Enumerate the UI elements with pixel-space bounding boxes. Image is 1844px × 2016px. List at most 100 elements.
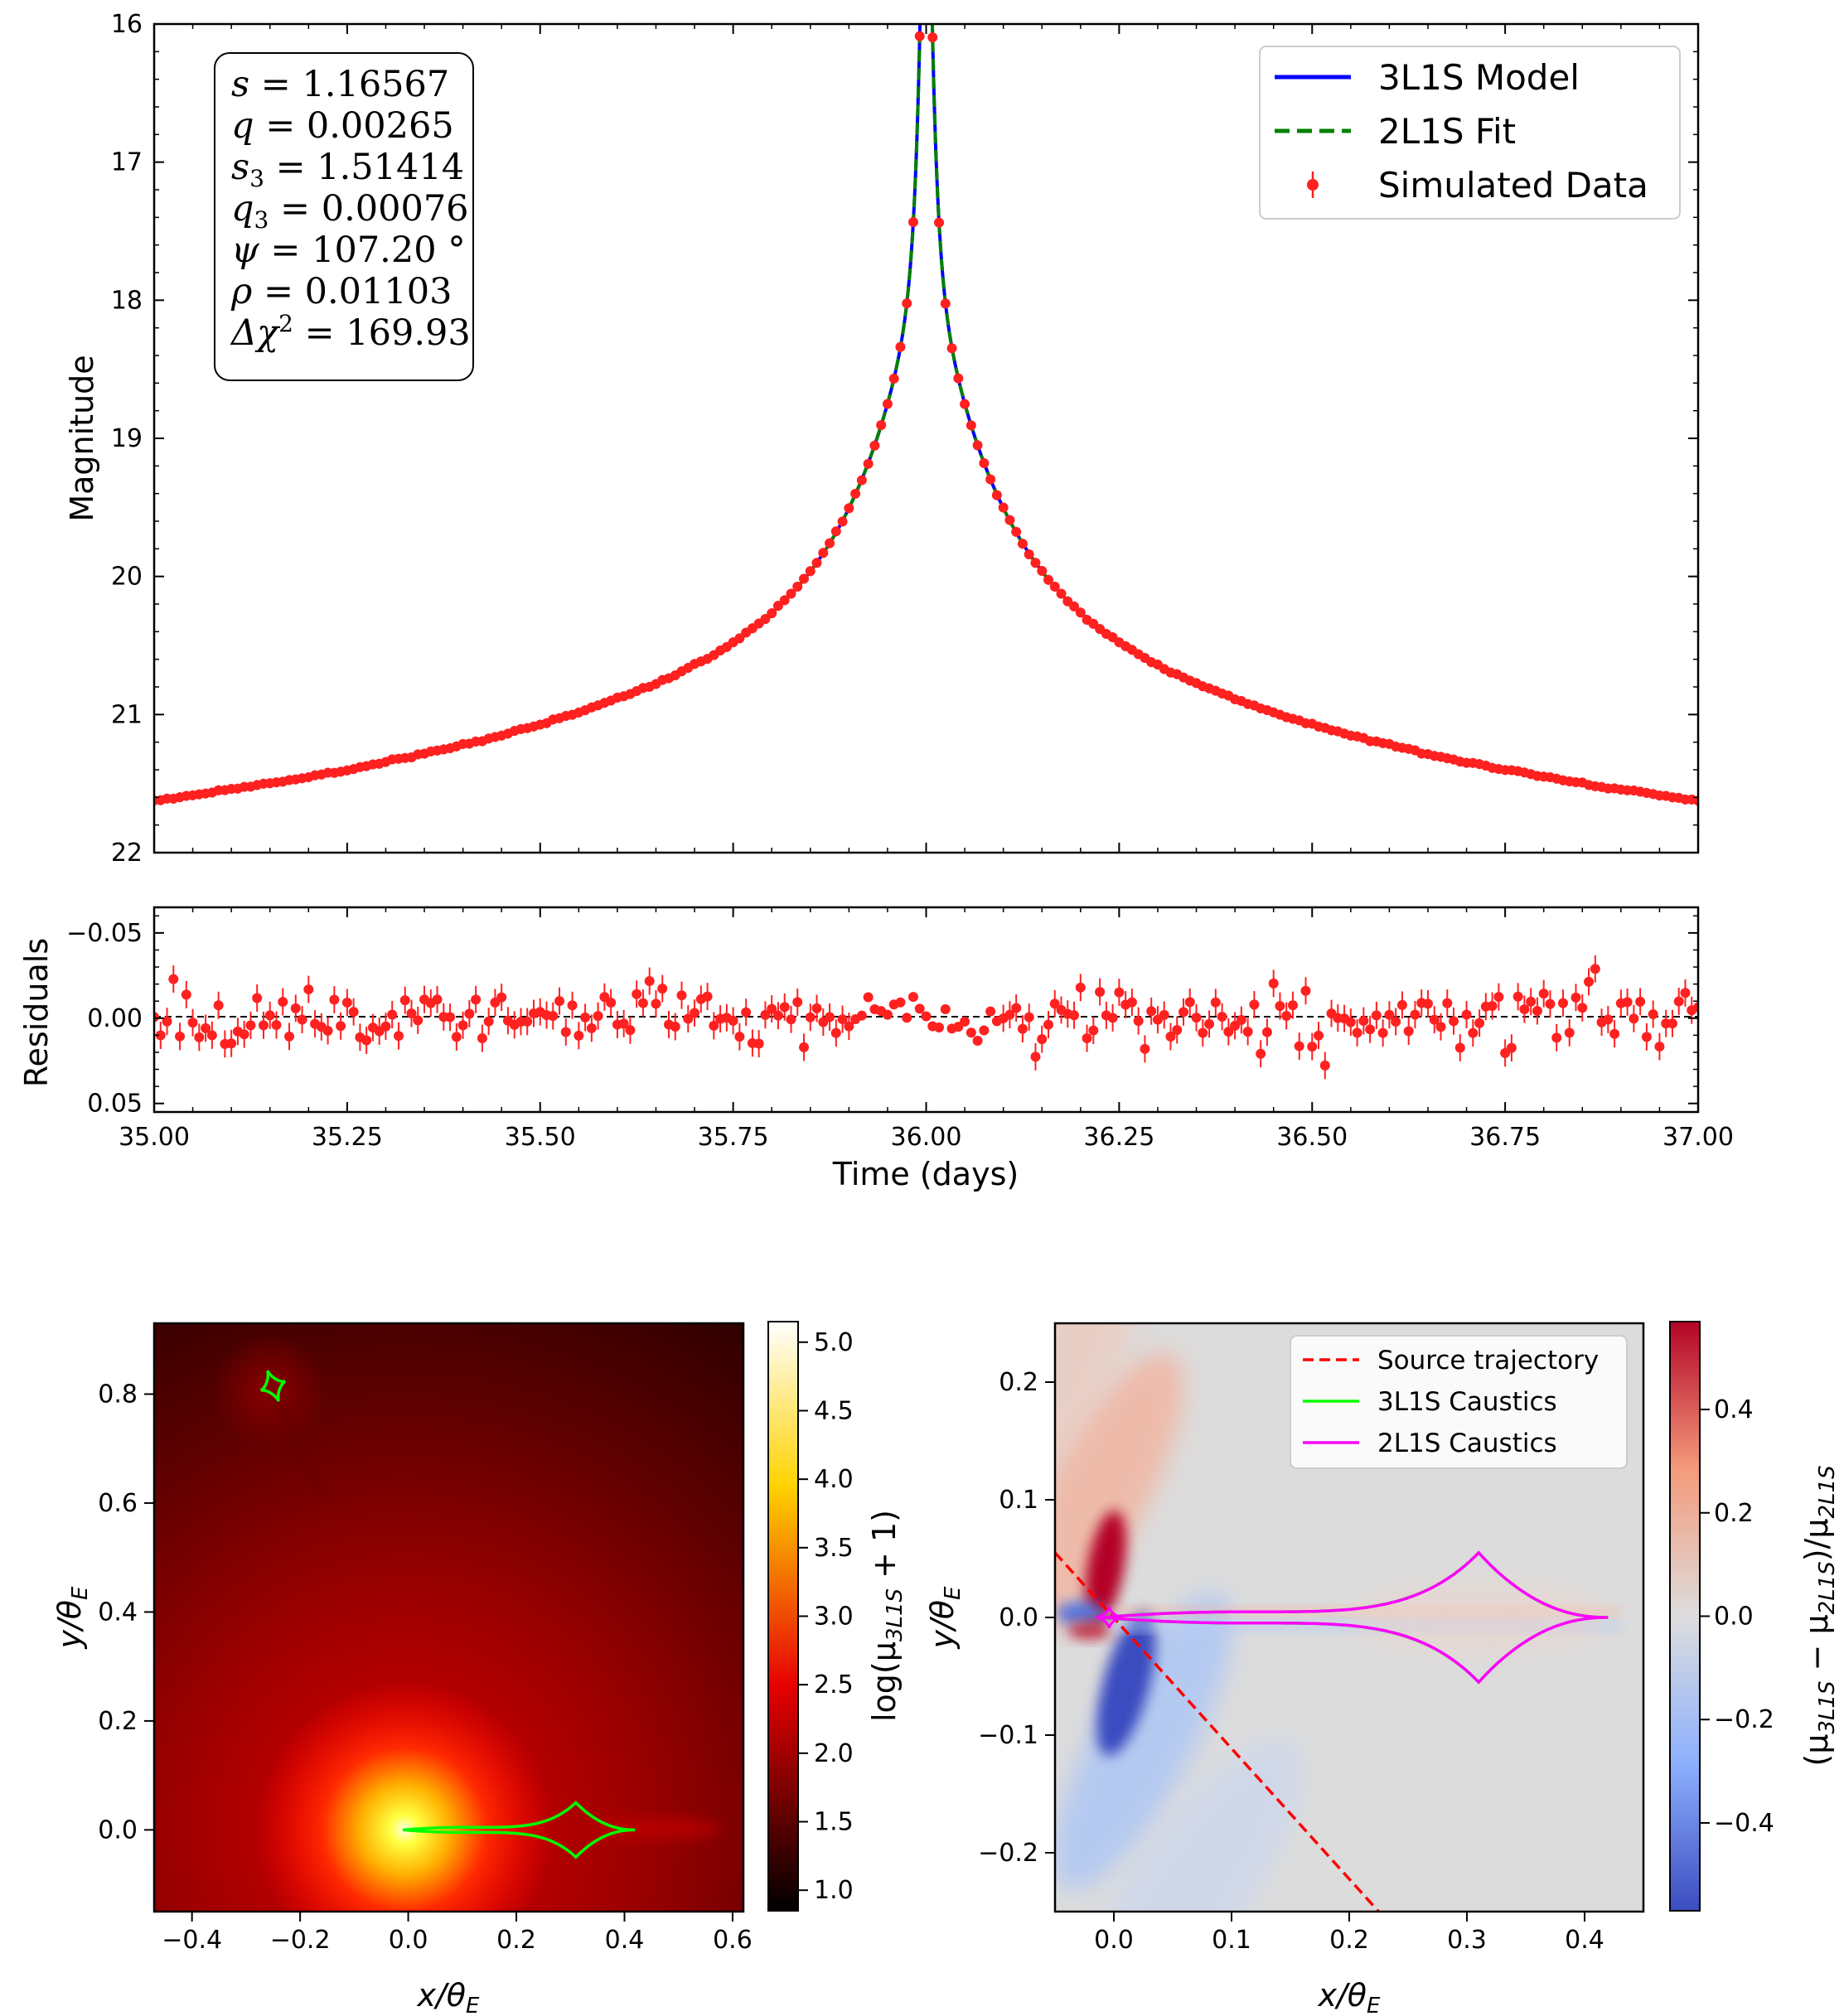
legend-3l1s-caustics: 3L1S Caustics	[1377, 1387, 1557, 1417]
data-point	[830, 526, 841, 537]
residual-point	[1667, 1018, 1677, 1029]
residual-point	[393, 1031, 404, 1042]
residual-point	[856, 1010, 867, 1021]
residual-point	[168, 974, 179, 984]
data-point	[792, 581, 803, 592]
data-point	[972, 440, 983, 451]
data-point	[799, 573, 810, 584]
data-point	[818, 548, 829, 558]
residual-point	[432, 994, 443, 1005]
residual-point	[779, 1002, 790, 1013]
magnification-colorbar-ticks: 1.0 1.5 2.0 2.5 3.0 3.5 4.0 4.5 5.0	[798, 1328, 854, 1905]
3l1s-caustics-map	[259, 1370, 636, 1859]
residual-point	[451, 1032, 462, 1042]
residual-point	[1519, 1004, 1530, 1015]
residual-point	[1396, 999, 1407, 1010]
residual-point	[825, 1012, 835, 1023]
data-point	[1017, 539, 1028, 549]
residual-point	[940, 1004, 951, 1015]
data-point	[1004, 515, 1015, 525]
residual-point	[882, 1009, 893, 1020]
planetary-caustic	[402, 1801, 636, 1859]
magnification-map-panel: −0.4 −0.2 0.0 0.2 0.4 0.6 0.0 0.2 0.4 0.6 0.8 x/θE…	[51, 1321, 907, 2016]
residual-point	[728, 1015, 738, 1026]
residual-point	[586, 1023, 597, 1033]
parameter-line: Δχ2 = 169.93	[230, 310, 471, 354]
residual-point	[690, 1008, 700, 1018]
data-point	[927, 32, 938, 43]
residuals-data	[154, 955, 1698, 1080]
colorbar-tick-label: 2.0	[814, 1739, 854, 1768]
residual-point	[741, 1007, 752, 1018]
residual-point	[921, 1011, 932, 1022]
residual-point	[303, 984, 314, 995]
residual-point	[1242, 1027, 1253, 1037]
data-point	[882, 399, 893, 409]
time-tick-label: 35.75	[698, 1123, 769, 1152]
data-point	[760, 614, 771, 625]
data-point	[907, 217, 918, 228]
residual-point	[1223, 1027, 1234, 1037]
difference-map-legend: Source trajectory 3L1S Caustics 2L1S Cau…	[1290, 1335, 1628, 1469]
diff-y-tick-label: 0.2	[999, 1368, 1038, 1397]
residual-point	[1449, 1016, 1459, 1027]
residuals-panel: −0.05 0.00 0.05 35.00 35.25 35.50 35.75 36.00 36…	[18, 906, 1734, 1192]
residual-point	[181, 989, 191, 1000]
data-point	[772, 601, 783, 612]
map-y-axis-label: y/θE	[51, 1586, 93, 1650]
residual-point	[1493, 992, 1504, 1003]
residual-point	[1082, 1033, 1092, 1044]
residual-tick-label: 0.05	[87, 1090, 143, 1119]
residuals-ticks: −0.05 0.00 0.05 35.00 35.25 35.50 35.75 36.00 36…	[66, 907, 1734, 1152]
residual-point	[683, 1013, 694, 1024]
data-point	[767, 608, 777, 619]
residual-point	[1107, 1013, 1118, 1023]
residual-point	[1133, 1016, 1144, 1027]
residual-point	[1300, 985, 1311, 996]
data-point	[979, 457, 990, 468]
data-point	[985, 474, 996, 485]
residual-point	[1165, 1032, 1176, 1042]
residual-point	[1629, 1013, 1639, 1024]
residual-point	[1140, 1043, 1150, 1054]
data-point	[779, 595, 790, 606]
residual-point	[1468, 1027, 1479, 1038]
residual-point	[1377, 1027, 1388, 1038]
diff-colorbar-tick-label: 0.0	[1714, 1603, 1754, 1632]
data-point	[805, 566, 816, 577]
residual-point	[1648, 1008, 1658, 1019]
parameter-line: s = 1.16567	[231, 64, 449, 105]
light-curve-frame	[152, 22, 1700, 854]
residual-point	[1429, 1014, 1440, 1025]
residual-point	[1635, 996, 1646, 1007]
time-tick-label: 35.50	[505, 1123, 576, 1152]
residual-point	[1454, 1042, 1465, 1053]
residual-point	[1159, 1009, 1169, 1020]
residual-point	[406, 1008, 417, 1018]
magnification-colorbar-label: log(μ3L1S + 1)	[866, 1510, 907, 1722]
residual-point	[1673, 996, 1684, 1007]
parameter-line: q3 = 0.00076	[231, 188, 469, 234]
residual-point	[805, 1012, 816, 1023]
data-point	[734, 633, 745, 644]
data-point	[863, 458, 874, 469]
residual-point	[1095, 987, 1106, 998]
residual-point	[972, 1036, 983, 1047]
residual-point	[1004, 1009, 1015, 1020]
data-point	[1056, 588, 1067, 599]
residual-point	[1365, 1024, 1376, 1035]
diff-x-tick-label: 0.3	[1447, 1926, 1487, 1955]
residual-point	[1345, 1017, 1356, 1027]
residual-point	[1461, 1009, 1472, 1020]
residual-point	[1352, 1027, 1362, 1038]
data-point	[1024, 549, 1034, 559]
light-curve-data	[154, 24, 1698, 806]
residual-point	[1268, 978, 1279, 989]
residual-point	[1506, 1042, 1517, 1053]
residual-point	[554, 996, 565, 1007]
time-tick-label: 35.25	[312, 1123, 383, 1152]
residual-point	[348, 1007, 359, 1018]
residual-point	[618, 1018, 629, 1029]
diff-y-tick-label: −0.2	[978, 1839, 1038, 1868]
